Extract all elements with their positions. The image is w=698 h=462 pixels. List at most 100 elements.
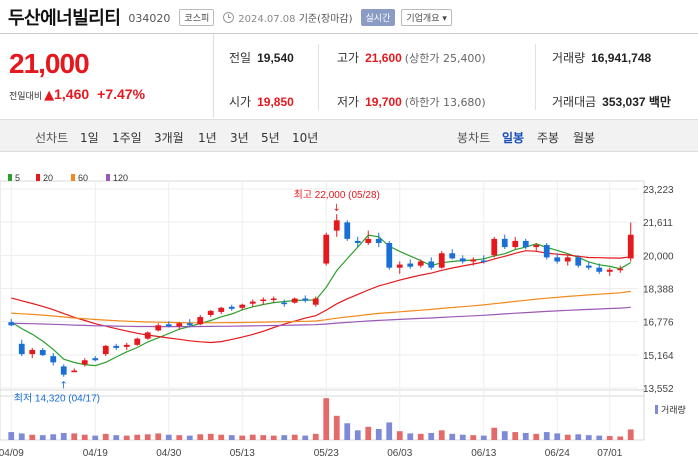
- volume-bar: [270, 435, 277, 440]
- candle-body: [92, 358, 99, 361]
- legend-label: 120: [113, 173, 128, 183]
- candle-body: [554, 257, 561, 262]
- volume-bar: [323, 398, 330, 440]
- chart-period-tabs: 선차트 1일 1주일 3개월 1년 3년 5년 10년 봉차트 일봉 주봉 월봉: [0, 119, 698, 152]
- stat-open: 시가 19,850: [229, 93, 294, 110]
- volume-bar: [354, 430, 361, 440]
- candle-body: [218, 307, 225, 312]
- candle-body: [270, 298, 277, 301]
- volume-bar: [102, 433, 109, 440]
- quote-date-value: 2024.07.08: [238, 14, 296, 25]
- x-tick-label: 04/30: [156, 448, 181, 459]
- volume-bar: [239, 435, 246, 440]
- tab-10-years[interactable]: 10년: [292, 131, 319, 145]
- candle-body: [344, 222, 351, 239]
- volume-bar: [459, 434, 466, 440]
- y-tick-label: 15,164: [643, 351, 674, 362]
- volume-bar: [312, 433, 319, 440]
- candle-body: [459, 258, 466, 262]
- candle-body: [186, 323, 193, 326]
- tab-daily[interactable]: 일봉: [502, 131, 525, 145]
- candle-body: [491, 238, 498, 256]
- candle-body: [249, 301, 256, 304]
- y-tick-label: 18,388: [643, 285, 674, 296]
- candle-body: [144, 332, 151, 339]
- candle-body: [113, 345, 120, 348]
- candle-body: [71, 370, 78, 373]
- volume-bar: [554, 433, 561, 440]
- candle-body: [575, 257, 582, 266]
- price-stats: 전일 19,540 시가 19,850 고가 21,600 (상한가 25,400) 저…: [215, 34, 698, 118]
- candle-body: [617, 268, 624, 271]
- candle-body: [585, 265, 592, 268]
- x-tick-label: 04/09: [0, 448, 24, 459]
- candle-body: [165, 324, 172, 327]
- stock-candle-chart[interactable]: 23,223 21,611 20,000 18,388 16,776 15,164 13,5…: [0, 152, 698, 462]
- candle-chart-heading: 봉차트: [457, 131, 491, 145]
- volume-bar: [123, 435, 130, 440]
- tab-monthly[interactable]: 월봉: [573, 131, 596, 145]
- tab-1-year[interactable]: 1년: [198, 131, 217, 145]
- low-arrow-icon: ↑: [60, 381, 68, 392]
- candle-body: [417, 261, 424, 266]
- company-overview-button[interactable]: 기업개요 ▾: [401, 9, 452, 26]
- legend-swatch: [8, 174, 12, 181]
- current-price-panel: 21,000 전일대비 ▲ 1,460 +7.47%: [0, 34, 214, 118]
- high-annotation: 최고 22,000 (05/28): [294, 189, 380, 201]
- volume-bar: [333, 415, 340, 440]
- realtime-button[interactable]: 실시간: [360, 9, 396, 26]
- candle-body: [375, 238, 382, 243]
- volume-bar: [291, 434, 298, 440]
- candle-body: [512, 240, 519, 248]
- candle-body: [522, 240, 529, 248]
- legend-label: 60: [78, 173, 88, 183]
- change-percent: +7.47%: [97, 86, 146, 102]
- volume-bar: [260, 435, 267, 440]
- ma-20-line: [11, 250, 631, 344]
- volume-bar: [60, 432, 67, 440]
- candle-body: [606, 269, 613, 272]
- stat-amount-label: 거래대금: [552, 95, 597, 109]
- volume-bar: [197, 434, 204, 440]
- x-tick-label: 06/13: [471, 448, 496, 459]
- candle-body: [365, 238, 372, 243]
- candle-body: [81, 360, 88, 365]
- legend-label: 5: [15, 173, 20, 183]
- legend-swatch: [71, 174, 75, 181]
- stat-open-label: 시가: [229, 95, 252, 109]
- tab-5-years[interactable]: 5년: [261, 131, 280, 145]
- tab-3-years[interactable]: 3년: [230, 131, 249, 145]
- volume-bar: [281, 435, 288, 440]
- stat-low: 저가 19,700 (하한가 13,680): [337, 93, 486, 110]
- volume-bar: [176, 435, 183, 440]
- line-chart-heading: 선차트: [35, 131, 69, 145]
- tab-weekly[interactable]: 주봉: [537, 131, 560, 145]
- change-label: 전일대비: [9, 92, 43, 102]
- tab-1-day[interactable]: 1일: [80, 131, 99, 145]
- divider: [535, 44, 536, 110]
- clock-icon: [223, 12, 235, 23]
- volume-legend-label: 거래량: [661, 404, 686, 416]
- volume-bar: [606, 436, 613, 440]
- volume-bar: [207, 433, 214, 440]
- stat-high-label: 고가: [337, 51, 360, 65]
- volume-bar: [480, 435, 487, 440]
- volume-bar: [81, 434, 88, 440]
- current-price: 21,000: [9, 48, 90, 79]
- candle-body: [354, 240, 361, 243]
- stat-open-value: 19,850: [257, 95, 294, 109]
- x-tick-label: 05/23: [314, 448, 339, 459]
- candle-body: [533, 245, 540, 248]
- high-arrow-icon: ↓: [333, 203, 341, 214]
- tab-3-months[interactable]: 3개월: [154, 131, 184, 145]
- volume-bar: [396, 431, 403, 440]
- volume-bar: [218, 434, 225, 440]
- candle-body: [134, 338, 141, 345]
- stock-code: 034020: [128, 12, 171, 25]
- volume-bar: [491, 427, 498, 440]
- tab-1-week[interactable]: 1주일: [112, 131, 142, 145]
- candle-body: [470, 259, 477, 262]
- candle-body: [312, 298, 319, 305]
- volume-bar: [617, 436, 624, 440]
- candle-body: [8, 322, 15, 326]
